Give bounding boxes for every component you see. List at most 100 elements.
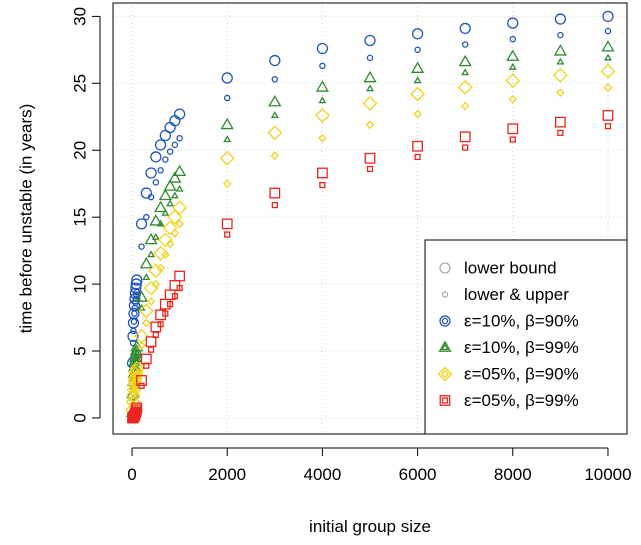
plot-frame [112, 2, 628, 435]
data-point-lower-upper [152, 179, 160, 186]
data-point-lower-upper [156, 263, 165, 273]
data-point-lower-upper [413, 109, 422, 119]
data-point-lower-upper [604, 27, 612, 35]
legend-marker [439, 262, 451, 274]
data-point-lower-bound [411, 61, 425, 73]
x-tick-label: 10000 [584, 465, 631, 484]
data-point-lower-upper [319, 181, 326, 189]
data-point-lower-bound [459, 22, 471, 35]
data-point-lower-bound [269, 54, 281, 67]
legend-marker [441, 291, 449, 298]
data-point-lower-bound [363, 70, 377, 83]
data-point-lower-bound [163, 179, 177, 191]
data-point-lower-bound [602, 10, 614, 23]
data-point-lower-upper [175, 219, 184, 229]
data-point-lower-upper [130, 385, 139, 395]
legend-marker [441, 343, 449, 351]
data-point-lower-upper [146, 297, 156, 306]
legend-marker [441, 397, 449, 404]
data-point-lower-bound [139, 256, 153, 269]
data-point-lower-bound [221, 72, 233, 84]
y-axis: 0 5 10 15 20 25 30 [71, 7, 101, 423]
data-point-lower-upper [170, 228, 180, 238]
legend: lower bound lower & upper ε=10%, β=90% ε=10… [424, 239, 628, 435]
legend-label: ε=10%, β=99% [464, 338, 579, 357]
data-point-lower-bound [315, 80, 329, 92]
data-point-lower-bound [135, 218, 148, 230]
data-point-lower-upper [147, 250, 156, 258]
data-point-lower-upper [224, 231, 231, 238]
y-tick-label: 20 [71, 141, 90, 160]
data-point-lower-upper [165, 239, 175, 249]
data-point-lower-bound [172, 200, 188, 216]
x-tick-label: 4000 [303, 465, 341, 484]
y-tick-label: 15 [71, 208, 90, 227]
data-point-lower-bound [457, 79, 473, 95]
data-point-lower-upper [508, 95, 518, 104]
data-point-lower-upper [603, 53, 612, 61]
data-point-lower-upper [166, 148, 174, 155]
data-points [125, 10, 616, 424]
data-point-lower-bound [220, 117, 234, 130]
data-point-lower-bound [221, 218, 233, 230]
data-point-lower-upper [176, 134, 183, 142]
data-point-lower-bound [317, 167, 328, 179]
data-point-lower-bound [168, 171, 182, 183]
data-point-lower-upper [137, 341, 146, 350]
data-point-lower-bound [143, 280, 159, 296]
data-point-lower-upper [461, 68, 470, 76]
data-point-lower-upper [365, 120, 375, 130]
data-point-lower-upper [462, 144, 469, 151]
data-point-lower-upper [603, 83, 613, 92]
y-tick-label: 10 [71, 275, 90, 294]
data-point-lower-upper [147, 193, 155, 201]
data-point-lower-bound [267, 125, 283, 141]
data-point-lower-upper [161, 208, 170, 216]
data-point-lower-upper [557, 129, 564, 136]
y-tick-label: 5 [71, 346, 90, 355]
x-axis-title: initial group size [309, 517, 431, 536]
data-point-lower-bound [364, 152, 376, 164]
data-point-lower-upper [223, 94, 231, 102]
data-point-lower-bound [507, 123, 519, 135]
data-point-lower-upper [271, 201, 278, 209]
data-point-lower-bound [157, 232, 173, 248]
data-point-lower-upper [366, 84, 374, 92]
data-point-lower-bound [269, 187, 281, 199]
data-point-lower-upper [509, 35, 517, 43]
data-point-lower-upper [318, 133, 327, 143]
x-tick-label: 6000 [399, 465, 437, 484]
data-point-lower-upper [151, 232, 160, 240]
data-point-lower-bound [316, 42, 329, 55]
y-axis-title: time before unstable (in years) [17, 104, 36, 334]
data-point-lower-bound [138, 303, 154, 319]
data-point-lower-bound [552, 67, 568, 83]
data-point-lower-upper [413, 76, 422, 84]
data-point-lower-bound [150, 151, 162, 163]
data-point-lower-upper [143, 213, 150, 221]
data-point-lower-upper [132, 299, 139, 307]
data-point-lower-bound [505, 73, 521, 89]
data-point-lower-bound [148, 263, 164, 279]
data-point-lower-bound [145, 167, 157, 179]
legend-label: ε=10%, β=90% [464, 312, 579, 331]
data-point-lower-upper [170, 191, 179, 199]
data-point-lower-upper [557, 31, 564, 39]
data-point-lower-upper [270, 111, 279, 119]
data-point-lower-upper [319, 62, 326, 70]
data-point-lower-bound [145, 336, 157, 348]
data-point-lower-upper [156, 219, 165, 227]
data-point-lower-upper [143, 362, 150, 369]
data-point-lower-upper [270, 151, 280, 160]
data-point-lower-bound [553, 44, 567, 56]
data-point-lower-bound [154, 200, 168, 213]
data-point-lower-upper [130, 327, 137, 335]
data-point-lower-upper [132, 349, 141, 357]
data-point-lower-upper [171, 293, 178, 300]
data-point-lower-bound [554, 13, 567, 25]
data-point-lower-upper [366, 54, 374, 62]
data-point-lower-upper [508, 62, 517, 70]
legend-marker [439, 395, 451, 406]
data-point-lower-upper [509, 136, 516, 143]
